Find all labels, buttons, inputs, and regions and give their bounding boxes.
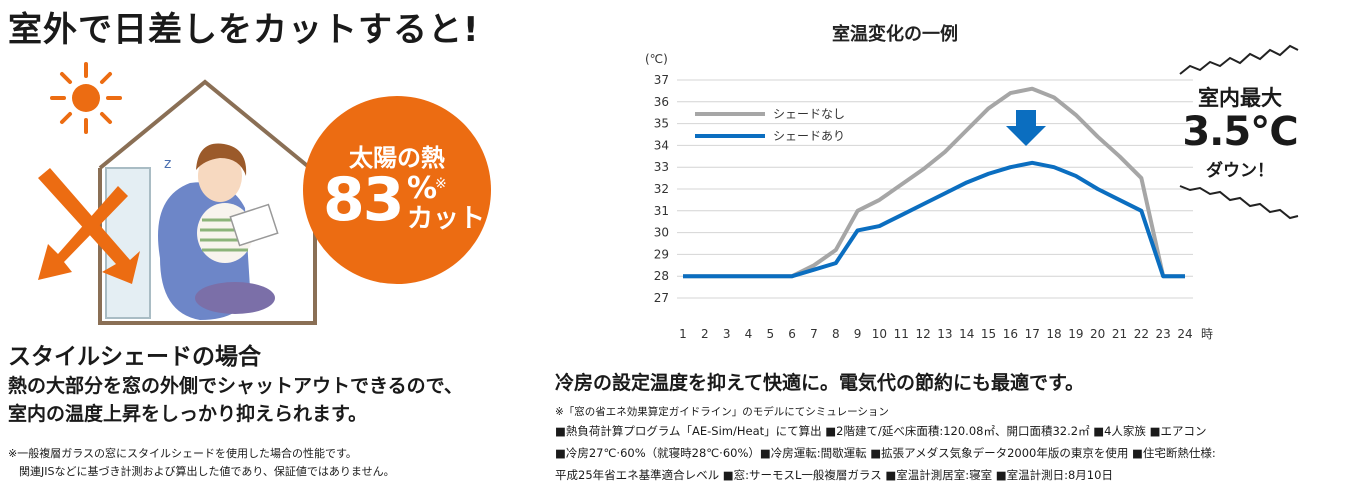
- y-tick-label: 33: [654, 160, 669, 174]
- simulation-note: ※「窓の省エネ効果算定ガイドライン」のモデルにてシミュレーション: [555, 406, 889, 418]
- legend-label: シェードなし: [773, 107, 845, 121]
- series-line-no-shade: [683, 86, 1185, 279]
- x-tick-label: 6: [788, 327, 796, 341]
- condition-line: ■熱負荷計算プログラム「AE-Sim/Heat」にて算出 ■2階建て/延べ床面積…: [555, 424, 1207, 438]
- house-illustration: z: [38, 62, 317, 325]
- x-tick-label: 5: [766, 327, 774, 341]
- sunlight-arrows-icon: [38, 168, 140, 284]
- chart-title: 室温変化の一例: [832, 23, 958, 45]
- x-tick-label: 1: [679, 327, 687, 341]
- condition-line: 平成25年省エネ基準適合レベル ■窓:サーモスL一般複層ガラス ■室温計測居室:…: [555, 468, 1113, 482]
- x-tick-label: 2: [701, 327, 709, 341]
- x-tick-label: 14: [959, 327, 974, 341]
- x-tick-label: 22: [1134, 327, 1149, 341]
- x-axis-unit-label: 時: [1201, 327, 1213, 341]
- y-tick-label: 32: [654, 182, 669, 196]
- x-tick-label: 11: [894, 327, 909, 341]
- x-tick-label: 9: [854, 327, 862, 341]
- person-reading-illustration: z: [158, 143, 279, 320]
- performance-footnote: ※一般複層ガラスの窓にスタイルシェードを使用した場合の性能です。 関連JISなど…: [8, 445, 395, 481]
- description-line: 室内の温度上昇をしっかり抑えられます。: [8, 403, 368, 425]
- x-tick-label: 17: [1025, 327, 1040, 341]
- x-tick-label: 15: [981, 327, 996, 341]
- temperature-drop-arrow-icon: [1006, 110, 1046, 146]
- badge-number: 83: [323, 165, 404, 235]
- footnote-line: ※一般複層ガラスの窓にスタイルシェードを使用した場合の性能です。: [8, 447, 357, 460]
- condition-line: ■冷房27℃·60%（就寝時28℃·60%）■冷房運転:間歇運転 ■拡張アメダス…: [555, 446, 1216, 460]
- x-tick-label: 20: [1090, 327, 1105, 341]
- callout-line-3: ダウン！: [1206, 161, 1274, 181]
- x-tick-label: 7: [810, 327, 818, 341]
- x-tick-label: 19: [1068, 327, 1083, 341]
- heat-cut-badge: 太陽の熱 83 % ※ カット: [303, 96, 491, 284]
- y-tick-label: 35: [654, 117, 669, 131]
- y-axis-unit-label: (℃): [645, 52, 668, 66]
- x-tick-label: 18: [1046, 327, 1061, 341]
- y-tick-label: 37: [654, 73, 669, 87]
- product-description: 熱の大部分を窓の外側でシャットアウトできるので、 室内の温度上昇をしっかり抑えら…: [8, 372, 463, 428]
- x-tick-label: 3: [723, 327, 731, 341]
- y-tick-label: 31: [654, 204, 669, 218]
- y-tick-label: 28: [654, 269, 669, 283]
- x-tick-label: 8: [832, 327, 840, 341]
- badge-percent: %: [407, 171, 438, 206]
- benefit-lead: 冷房の設定温度を抑えて快適に。電気代の節約にも最適です。: [555, 372, 1085, 394]
- badge-label: 太陽の熱: [349, 144, 445, 172]
- legend-label: シェードあり: [773, 129, 845, 143]
- x-tick-label: 10: [872, 327, 887, 341]
- x-tick-label: 23: [1156, 327, 1171, 341]
- y-tick-label: 29: [654, 247, 669, 261]
- x-tick-label: 24: [1177, 327, 1192, 341]
- footnote-line: 関連JISなどに基づき計測および算出した値であり、保証値ではありません。: [8, 465, 395, 478]
- headline: 室外で日差しをカットすると!: [8, 10, 480, 50]
- series-line-with-shade: [683, 160, 1185, 279]
- callout-value: 3.5℃: [1182, 109, 1298, 155]
- sun-icon: [50, 62, 122, 134]
- product-subheading: スタイルシェードの場合: [8, 344, 261, 370]
- x-tick-label: 21: [1112, 327, 1127, 341]
- y-tick-label: 27: [654, 291, 669, 305]
- callout-line-1: 室内最大: [1198, 86, 1282, 110]
- x-tick-label: 12: [915, 327, 930, 341]
- x-tick-label: 13: [937, 327, 952, 341]
- max-drop-callout: 室内最大 3.5℃ ダウン！: [1180, 44, 1300, 219]
- description-line: 熱の大部分を窓の外側でシャットアウトできるので、: [8, 375, 463, 397]
- x-tick-label: 16: [1003, 327, 1018, 341]
- simulation-conditions: ■熱負荷計算プログラム「AE-Sim/Heat」にて算出 ■2階建て/延べ床面積…: [555, 420, 1355, 486]
- x-tick-label: 4: [745, 327, 753, 341]
- badge-note-mark: ※: [435, 176, 447, 192]
- y-tick-label: 36: [654, 95, 669, 109]
- y-tick-label: 34: [654, 138, 669, 152]
- y-tick-label: 30: [654, 226, 669, 240]
- badge-cut-label: カット: [407, 204, 486, 234]
- svg-text:z: z: [164, 156, 171, 172]
- callout-border: [1179, 44, 1299, 220]
